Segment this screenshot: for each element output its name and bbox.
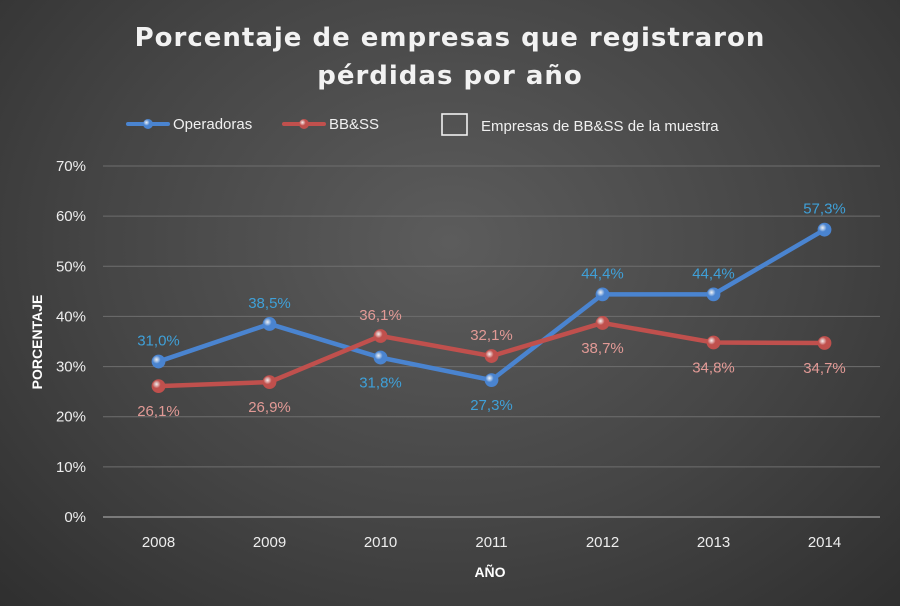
data-point: [817, 336, 832, 350]
data-label: 34,8%: [692, 360, 735, 377]
y-axis-title: PORCENTAJE: [29, 295, 45, 390]
x-tick-label: 2011: [475, 534, 507, 551]
y-tick-label: 50%: [56, 258, 86, 275]
data-point: [706, 287, 721, 302]
data-point: [151, 354, 166, 369]
data-label: 38,7%: [581, 340, 624, 357]
data-point: [595, 316, 610, 330]
legend-item-bbss: BB&SS: [282, 116, 379, 133]
y-tick-label: 0%: [64, 509, 86, 526]
y-tick-label: 70%: [56, 158, 86, 175]
data-label: 31,8%: [359, 375, 402, 392]
data-label: 32,1%: [470, 327, 513, 344]
data-point: [595, 287, 610, 302]
data-label: 57,3%: [803, 201, 846, 218]
legend-item-operadoras: Operadoras: [126, 116, 252, 133]
y-tick-label: 40%: [56, 308, 86, 325]
data-label: 44,4%: [581, 265, 624, 282]
gridlines: [103, 165, 880, 518]
y-tick-label: 20%: [56, 409, 86, 426]
chart-title-line-1: Porcentaje de empresas que registraron: [135, 23, 766, 53]
data-label: 44,4%: [692, 265, 735, 282]
data-label: 26,1%: [137, 403, 180, 420]
legend-marker-bbss: [299, 119, 309, 129]
y-tick-label: 60%: [56, 208, 86, 225]
data-label: 38,5%: [248, 295, 291, 312]
data-point: [262, 375, 277, 390]
data-point: [817, 222, 832, 237]
legend-label-bbss: BB&SS: [329, 116, 379, 133]
legend: Operadoras BB&SS Empresas de BB&SS de la…: [126, 113, 719, 136]
x-tick-label: 2012: [586, 534, 619, 551]
data-point: [151, 379, 166, 394]
x-tick-label: 2014: [808, 534, 841, 551]
y-tick-label: 30%: [56, 359, 86, 376]
y-tick-label: 10%: [56, 459, 86, 476]
legend-label-operadoras: Operadoras: [173, 116, 252, 133]
legend-label-muestra: Empresas de BB&SS de la muestra: [481, 118, 719, 135]
x-axis-title: AÑO: [474, 563, 505, 580]
data-label: 27,3%: [470, 397, 513, 414]
legend-box-muestra: [441, 113, 468, 136]
data-point: [706, 335, 721, 350]
x-axis-ticks: 2008 2009 2010 2011 2012 2013 2014: [142, 534, 841, 551]
series: [151, 222, 832, 394]
y-axis-ticks: 0% 10% 20% 30% 40% 50% 60% 70%: [56, 158, 86, 526]
data-point: [373, 329, 388, 343]
data-label: 36,1%: [359, 307, 402, 324]
data-labels: 31,0% 38,5% 31,8% 27,3% 44,4% 44,4% 57,3% 26,1%…: [137, 201, 846, 420]
data-point: [484, 349, 499, 363]
data-point: [373, 350, 388, 365]
chart-title-line-2: pérdidas por año: [317, 61, 583, 91]
data-point: [484, 373, 499, 388]
data-label: 31,0%: [137, 333, 180, 350]
x-tick-label: 2010: [364, 534, 397, 551]
chart-title: Porcentaje de empresas que registraron p…: [135, 23, 766, 91]
x-tick-label: 2008: [142, 534, 175, 551]
legend-marker-operadoras: [143, 119, 153, 129]
data-label: 26,9%: [248, 399, 291, 416]
legend-item-muestra: Empresas de BB&SS de la muestra: [441, 113, 719, 136]
x-tick-label: 2009: [253, 534, 286, 551]
data-point: [262, 317, 277, 331]
x-tick-label: 2013: [697, 534, 730, 551]
data-label: 34,7%: [803, 360, 846, 377]
